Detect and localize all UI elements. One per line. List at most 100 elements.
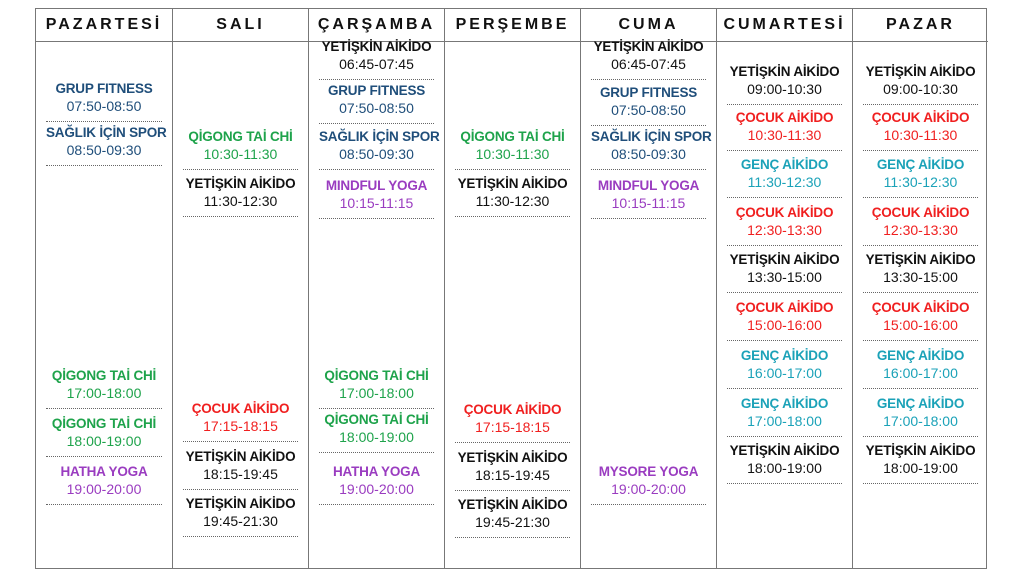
class-name: GRUP FITNESS xyxy=(55,81,153,96)
class-entry: ÇOCUK AİKİDO 10:30-11:30 xyxy=(727,109,842,151)
class-name: YETİŞKİN AİKİDO xyxy=(185,449,296,464)
class-entry: SAĞLIK İÇİN SPOR 08:50-09:30 xyxy=(591,128,712,170)
class-name: HATHA YOGA xyxy=(60,464,148,479)
class-entry: ÇOCUK AİKİDO 12:30-13:30 xyxy=(727,204,842,246)
class-entry: ÇOCUK AİKİDO 15:00-16:00 xyxy=(727,299,842,341)
class-time: 06:45-07:45 xyxy=(339,56,414,72)
day-column: ÇARŞAMBA YETİŞKİN AİKİDO 06:45-07:45 GRUP F… xyxy=(308,9,444,568)
class-name: YETİŞKİN AİKİDO xyxy=(457,450,568,465)
class-name: QİGONG TAİ CHİ xyxy=(460,129,565,144)
class-time: 08:50-09:30 xyxy=(611,146,686,162)
day-column: CUMA YETİŞKİN AİKİDO 06:45-07:45 GRUP FITNE… xyxy=(580,9,716,568)
class-time: 07:50-08:50 xyxy=(611,102,686,118)
class-entry: YETİŞKİN AİKİDO 18:00-19:00 xyxy=(863,442,978,484)
class-name: ÇOCUK AİKİDO xyxy=(735,205,834,220)
class-entry: SAĞLIK İÇİN SPOR 08:50-09:30 xyxy=(46,124,167,166)
class-name: GENÇ AİKİDO xyxy=(876,157,965,172)
class-time: 18:00-19:00 xyxy=(883,460,958,476)
class-entry: YETİŞKİN AİKİDO 11:30-12:30 xyxy=(183,175,298,217)
class-entry: QİGONG TAİ CHİ 18:00-19:00 xyxy=(46,415,162,457)
class-time: 09:00-10:30 xyxy=(747,81,822,97)
class-name: YETİŞKİN AİKİDO xyxy=(729,252,840,267)
class-name: QİGONG TAİ CHİ xyxy=(324,368,429,383)
class-name: GENÇ AİKİDO xyxy=(740,348,829,363)
class-name: YETİŞKİN AİKİDO xyxy=(865,252,976,267)
class-time: 13:30-15:00 xyxy=(747,269,822,285)
class-entry: MINDFUL YOGA 10:15-11:15 xyxy=(591,177,706,219)
class-time: 19:00-20:00 xyxy=(66,481,142,497)
day-column: PAZAR YETİŞKİN AİKİDO 09:00-10:30 ÇOCUK AİK… xyxy=(852,9,988,568)
class-name: SAĞLIK İÇİN SPOR xyxy=(46,125,167,140)
class-time: 06:45-07:45 xyxy=(611,56,686,72)
day-column: PAZARTESİ GRUP FITNESS 07:50-08:50 SAĞLIK İ… xyxy=(36,9,172,568)
class-name: YETİŞKİN AİKİDO xyxy=(457,176,568,191)
class-entry: YETİŞKİN AİKİDO 06:45-07:45 xyxy=(319,38,434,80)
class-time: 17:15-18:15 xyxy=(203,418,278,434)
class-time: 11:30-12:30 xyxy=(747,174,822,190)
day-header: PAZAR xyxy=(853,9,988,42)
class-entry: SAĞLIK İÇİN SPOR 08:50-09:30 xyxy=(319,128,440,170)
class-time: 10:15-11:15 xyxy=(339,195,414,211)
class-time: 17:15-18:15 xyxy=(475,419,550,435)
class-time: 17:00-18:00 xyxy=(66,385,142,401)
class-entry: MINDFUL YOGA 10:15-11:15 xyxy=(319,177,434,219)
class-entry: QİGONG TAİ CHİ 18:00-19:00 xyxy=(319,411,434,453)
class-name: YETİŞKİN AİKİDO xyxy=(729,443,840,458)
class-name: MYSORE YOGA xyxy=(598,464,699,479)
class-time: 18:00-19:00 xyxy=(747,460,822,476)
class-name: ÇOCUK AİKİDO xyxy=(871,205,970,220)
class-name: QİGONG TAİ CHİ xyxy=(51,416,157,431)
class-time: 12:30-13:30 xyxy=(747,222,822,238)
class-time: 11:30-12:30 xyxy=(203,193,278,209)
class-time: 10:15-11:15 xyxy=(611,195,686,211)
class-entry: YETİŞKİN AİKİDO 13:30-15:00 xyxy=(727,251,842,293)
day-header: SALI xyxy=(173,9,308,42)
day-header: CUMA xyxy=(581,9,716,42)
class-entry: ÇOCUK AİKİDO 10:30-11:30 xyxy=(863,109,978,151)
class-time: 07:50-08:50 xyxy=(339,100,414,116)
class-entry: YETİŞKİN AİKİDO 13:30-15:00 xyxy=(863,251,978,293)
class-name: ÇOCUK AİKİDO xyxy=(735,300,834,315)
class-name: ÇOCUK AİKİDO xyxy=(191,401,290,416)
class-entry: GRUP FITNESS 07:50-08:50 xyxy=(591,84,706,126)
class-name: ÇOCUK AİKİDO xyxy=(735,110,834,125)
class-entry: GENÇ AİKİDO 11:30-12:30 xyxy=(727,156,842,198)
class-name: YETİŞKİN AİKİDO xyxy=(185,496,296,511)
class-name: YETİŞKİN AİKİDO xyxy=(729,64,840,79)
class-name: ÇOCUK AİKİDO xyxy=(871,300,970,315)
class-time: 11:30-12:30 xyxy=(883,174,958,190)
class-name: SAĞLIK İÇİN SPOR xyxy=(319,129,440,144)
class-name: GRUP FITNESS xyxy=(599,85,698,100)
class-time: 18:15-19:45 xyxy=(475,467,550,483)
class-entry: ÇOCUK AİKİDO 12:30-13:30 xyxy=(863,204,978,246)
class-entry: GENÇ AİKİDO 16:00-17:00 xyxy=(863,347,978,389)
class-time: 19:45-21:30 xyxy=(203,513,278,529)
class-entry: YETİŞKİN AİKİDO 06:45-07:45 xyxy=(591,38,706,80)
class-name: YETİŞKİN AİKİDO xyxy=(593,39,704,54)
class-name: YETİŞKİN AİKİDO xyxy=(185,176,296,191)
class-time: 19:00-20:00 xyxy=(611,481,686,497)
class-name: QİGONG TAİ CHİ xyxy=(188,129,293,144)
class-time: 12:30-13:30 xyxy=(883,222,958,238)
class-time: 08:50-09:30 xyxy=(339,146,414,162)
class-entry: GENÇ AİKİDO 16:00-17:00 xyxy=(727,347,842,389)
class-entry: GRUP FITNESS 07:50-08:50 xyxy=(319,82,434,124)
day-column: PERŞEMBE QİGONG TAİ CHİ 10:30-11:30 YETİŞKİ… xyxy=(444,9,580,568)
class-time: 19:45-21:30 xyxy=(475,514,550,530)
class-time: 15:00-16:00 xyxy=(883,317,958,333)
class-entry: YETİŞKİN AİKİDO 18:00-19:00 xyxy=(727,442,842,484)
class-name: QİGONG TAİ CHİ xyxy=(324,412,429,427)
day-column: SALI QİGONG TAİ CHİ 10:30-11:30 YETİŞKİN Aİ… xyxy=(172,9,308,568)
class-time: 18:00-19:00 xyxy=(339,429,414,445)
class-entry: GENÇ AİKİDO 17:00-18:00 xyxy=(863,395,978,437)
class-entry: ÇOCUK AİKİDO 17:15-18:15 xyxy=(455,401,570,443)
class-entry: YETİŞKİN AİKİDO 19:45-21:30 xyxy=(183,495,298,537)
class-entry: QİGONG TAİ CHİ 17:00-18:00 xyxy=(319,367,434,409)
class-name: QİGONG TAİ CHİ xyxy=(51,368,157,383)
class-name: MINDFUL YOGA xyxy=(325,178,428,193)
class-entry: YETİŞKİN AİKİDO 09:00-10:30 xyxy=(863,63,978,105)
class-name: YETİŞKİN AİKİDO xyxy=(865,443,976,458)
class-time: 17:00-18:00 xyxy=(339,385,414,401)
class-time: 07:50-08:50 xyxy=(66,98,142,114)
class-time: 11:30-12:30 xyxy=(475,193,550,209)
